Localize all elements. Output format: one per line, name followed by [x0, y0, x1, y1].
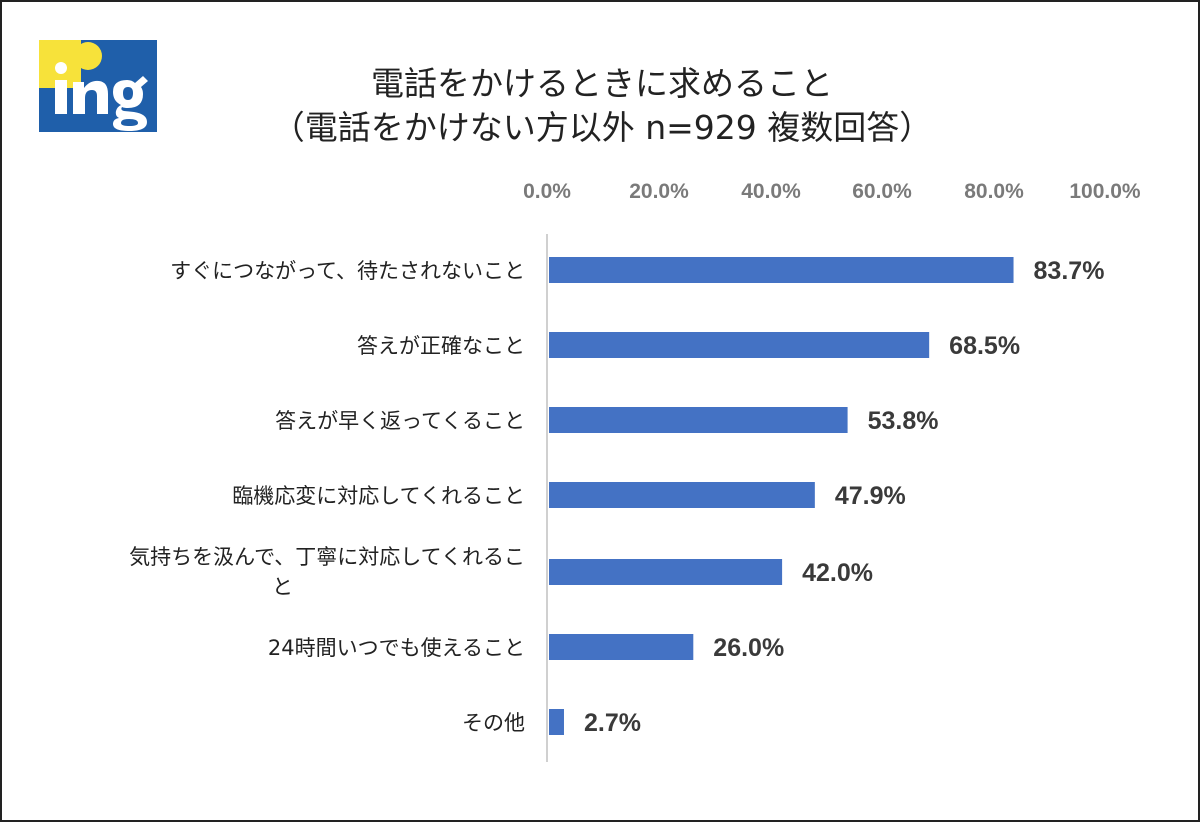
bar [549, 559, 783, 585]
data-label: 83.7% [1034, 257, 1105, 285]
data-label: 26.0% [713, 634, 784, 662]
data-label: 2.7% [584, 709, 641, 737]
category-label: 24時間いつでも使えること [268, 636, 525, 660]
data-label: 53.8% [868, 407, 939, 435]
x-tick-label: 100.0% [1069, 180, 1141, 203]
ing-logo [39, 40, 157, 132]
bar [549, 482, 815, 508]
data-label: 47.9% [835, 482, 906, 510]
category-label: 答えが早く返ってくること [275, 409, 525, 433]
category-label: その他 [462, 711, 525, 735]
x-tick-label: 60.0% [852, 180, 912, 203]
x-tick-label: 40.0% [741, 180, 801, 203]
data-label: 42.0% [802, 559, 873, 587]
chart-subtitle: （電話をかけない方以外 n=929 複数回答） [271, 108, 933, 147]
category-label: 答えが正確なこと [357, 334, 525, 358]
category-label: 臨機応変に対応してくれること [232, 484, 525, 508]
bar [549, 332, 930, 358]
x-tick-label: 0.0% [523, 180, 571, 203]
logo-n-shape [73, 80, 108, 114]
x-tick-label: 20.0% [629, 180, 689, 203]
category-label: すぐにつながって、待たされないこと [170, 259, 525, 283]
x-tick-label: 80.0% [964, 180, 1024, 203]
data-label: 68.5% [949, 332, 1020, 360]
category-label: と [272, 575, 293, 599]
bar [549, 634, 694, 660]
logo-yellow-dot [74, 42, 102, 70]
bar [549, 709, 564, 735]
chart-title: 電話をかけるときに求めること [371, 64, 833, 103]
bar [549, 407, 848, 433]
logo-i-dot [55, 62, 67, 74]
logo-g-shape [113, 76, 148, 131]
logo-i-stem [55, 80, 67, 114]
category-label: 気持ちを汲んで、丁寧に対応してくれるこ [129, 545, 525, 569]
bar [549, 257, 1014, 283]
